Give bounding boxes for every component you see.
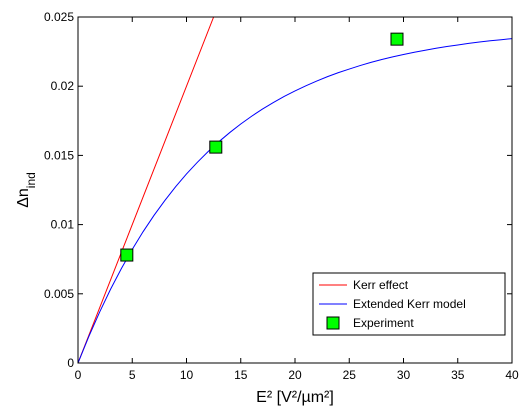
data-point [209, 140, 223, 154]
legend-entry: Kerr effect [353, 278, 409, 292]
legend-swatch [326, 316, 340, 330]
x-tick-label: 40 [505, 368, 519, 382]
ticks-layer: 0 5 10 15 20 25 30 35 40 0 0.005 0.01 0.015 0.02 0.025 [44, 10, 519, 382]
y-tick-label: 0.005 [44, 287, 74, 301]
series-line-1 [78, 17, 215, 363]
y-axis-label: Δnind [15, 172, 38, 208]
legend: Kerr effect Extended Kerr model Experiment [312, 272, 506, 336]
legend-entry: Extended Kerr model [353, 297, 466, 311]
x-tick-label: 35 [451, 368, 465, 382]
y-tick-label: 0.01 [51, 218, 75, 232]
x-tick-label: 25 [343, 368, 357, 382]
x-axis-label: E² [V²/µm²] [256, 389, 334, 406]
x-tick-label: 15 [234, 368, 248, 382]
x-tick-label: 20 [288, 368, 302, 382]
series-layer [78, 17, 512, 363]
y-tick-label: 0 [67, 356, 74, 370]
legend-entry: Experiment [353, 316, 414, 330]
data-point [120, 248, 134, 262]
data-point [390, 32, 404, 46]
y-tick-label: 0.025 [44, 10, 74, 24]
y-tick-label: 0.02 [51, 79, 75, 93]
series-line-2 [78, 38, 512, 363]
x-tick-label: 5 [129, 368, 136, 382]
y-tick-label: 0.015 [44, 148, 74, 162]
x-tick-label: 30 [397, 368, 411, 382]
x-tick-label: 0 [75, 368, 82, 382]
x-tick-label: 10 [180, 368, 194, 382]
